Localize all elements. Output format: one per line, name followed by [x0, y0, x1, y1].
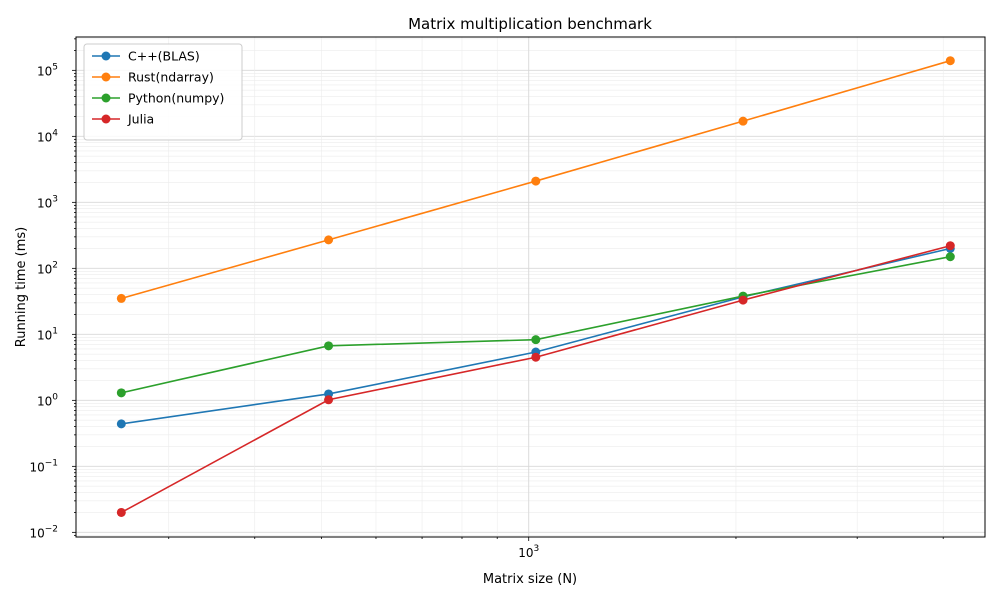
- x-axis-label: Matrix size (N): [483, 572, 577, 587]
- data-point: [324, 341, 334, 351]
- data-point: [116, 419, 126, 429]
- data-point: [945, 241, 955, 251]
- data-point: [531, 335, 541, 345]
- legend-label: Rust(ndarray): [128, 70, 214, 85]
- legend-label: C++(BLAS): [128, 49, 200, 64]
- plot-frame: [75, 36, 986, 538]
- axis-ticks: 10−2 10−1 100 101 102 103 104 105 103: [29, 38, 944, 560]
- legend-marker: [101, 72, 111, 82]
- data-point: [531, 176, 541, 186]
- y-tick-label: 105: [37, 62, 58, 78]
- data-point: [738, 116, 748, 126]
- data-point: [738, 295, 748, 305]
- y-tick-label: 100: [37, 392, 58, 408]
- series-lines: [116, 56, 955, 517]
- legend-item: Python(numpy): [92, 91, 224, 106]
- legend-item: Julia: [92, 112, 154, 127]
- y-tick-label: 10−1: [29, 458, 58, 474]
- data-point: [531, 352, 541, 362]
- data-point: [116, 507, 126, 517]
- y-axis-label: Running time (ms): [14, 227, 29, 348]
- y-tick-label: 101: [37, 326, 58, 342]
- x-tick-label: 103: [518, 544, 539, 560]
- series-2: [116, 252, 955, 398]
- data-point: [945, 252, 955, 262]
- data-point: [324, 395, 334, 405]
- data-point: [945, 56, 955, 66]
- legend-item: C++(BLAS): [92, 49, 200, 64]
- legend-label: Python(numpy): [128, 91, 224, 106]
- legend: C++(BLAS) Rust(ndarray) Python(numpy) Julia: [83, 43, 243, 141]
- legend-marker: [101, 114, 111, 124]
- y-tick-label: 104: [37, 128, 58, 144]
- series-1: [116, 56, 955, 303]
- chart-title: Matrix multiplication benchmark: [408, 15, 652, 33]
- legend-marker: [101, 93, 111, 103]
- data-point: [116, 388, 126, 398]
- legend-box: [83, 43, 243, 141]
- series-3: [116, 241, 955, 517]
- legend-item: Rust(ndarray): [92, 70, 214, 85]
- y-tick-label: 103: [37, 194, 58, 210]
- legend-label: Julia: [127, 112, 154, 127]
- y-tick-label: 102: [37, 260, 58, 276]
- data-point: [324, 235, 334, 245]
- y-tick-label: 10−2: [29, 524, 58, 540]
- legend-marker: [101, 51, 111, 61]
- data-point: [116, 293, 126, 303]
